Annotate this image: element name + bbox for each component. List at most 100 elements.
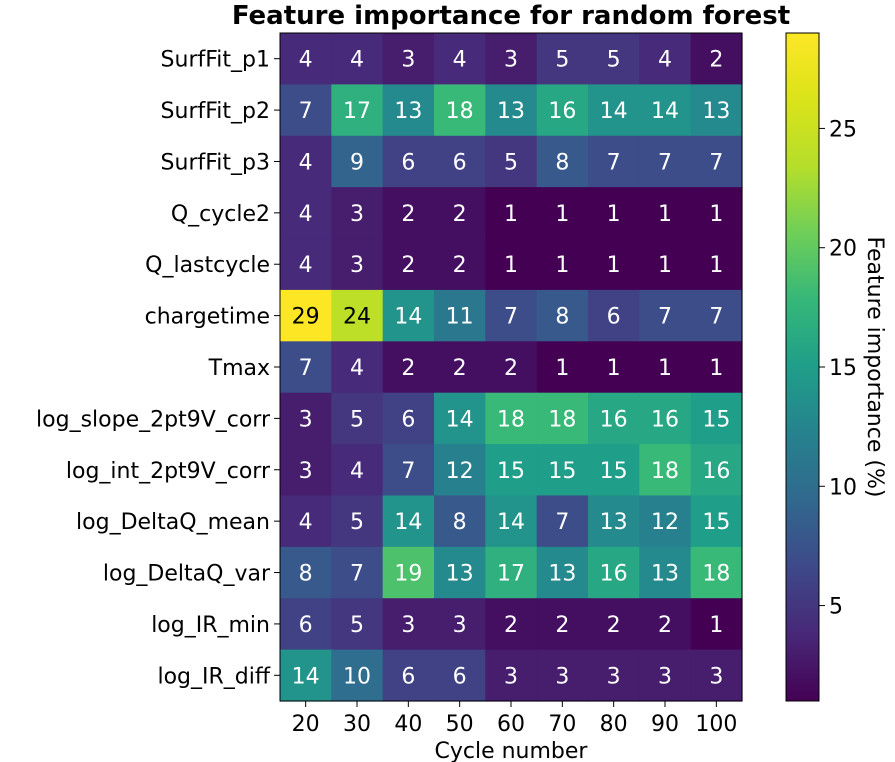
heatmap-cell [382, 187, 435, 240]
heatmap-cell [280, 546, 332, 599]
heatmap-cell [690, 546, 743, 599]
cell-value-label: 6 [453, 150, 467, 175]
cell-value-label: 4 [299, 253, 313, 278]
heatmap-cell [690, 135, 743, 188]
cell-value-label: 13 [702, 99, 730, 124]
heatmap-cell [536, 33, 589, 85]
cell-value-label: 2 [453, 253, 467, 278]
cell-value-label: 7 [299, 99, 313, 124]
chart-title: Feature importance for random forest [232, 1, 790, 31]
heatmap-cell [434, 392, 486, 445]
heatmap-cell [331, 33, 384, 85]
cell-value-labels: 4 4 3 4 3 5 5 4 27 17 13 18 13 16 14 14 134 9 6 6 5 8 7 7 74 3 2 2 1… [292, 48, 731, 690]
cell-value-label: 7 [401, 459, 415, 484]
y-tick-label: log_DeltaQ_var [103, 562, 271, 587]
heatmap-cell [690, 33, 743, 85]
cell-value-label: 4 [299, 150, 313, 175]
heatmap-cell [690, 289, 743, 342]
cell-value-label: 2 [504, 613, 518, 638]
cell-value-label: 2 [607, 613, 621, 638]
heatmap-cell [639, 238, 692, 291]
heatmap-cell [588, 444, 640, 497]
heatmap-cell [639, 546, 692, 599]
heatmap-cell [382, 238, 435, 291]
cell-value-label: 5 [350, 510, 364, 535]
cell-value-label: 4 [453, 48, 467, 73]
cell-value-label: 19 [394, 562, 422, 587]
heatmap-cell [331, 84, 384, 137]
heatmap-cell [280, 289, 332, 342]
heatmap-cell [485, 187, 538, 240]
cell-value-label: 1 [504, 253, 518, 278]
heatmap-cell [434, 495, 486, 548]
cell-value-label: 13 [548, 562, 576, 587]
cell-value-label: 1 [709, 613, 723, 638]
heatmap-cell [588, 238, 640, 291]
heatmap-cell [690, 392, 743, 445]
x-tick-label: 30 [343, 712, 371, 737]
cell-value-label: 6 [401, 664, 415, 689]
cell-value-label: 14 [394, 510, 422, 535]
heatmap-cell [690, 598, 743, 651]
x-tick-label: 100 [695, 712, 737, 737]
cell-value-label: 8 [555, 305, 569, 330]
heatmap-cell [280, 187, 332, 240]
cell-value-label: 2 [453, 202, 467, 227]
cell-value-label: 7 [709, 305, 723, 330]
heatmap-cell [434, 187, 486, 240]
heatmap-cell [639, 289, 692, 342]
x-tick-label: 70 [548, 712, 576, 737]
heatmap-cell [639, 392, 692, 445]
heatmap-cell [434, 444, 486, 497]
cell-value-label: 1 [555, 356, 569, 381]
heatmap-cell [536, 341, 589, 394]
cell-value-label: 4 [350, 459, 364, 484]
cell-value-label: 16 [702, 459, 730, 484]
heatmap-cell [280, 238, 332, 291]
cell-value-label: 7 [504, 305, 518, 330]
cell-value-label: 14 [497, 510, 525, 535]
cell-value-label: 16 [600, 407, 628, 432]
heatmap-cell [536, 187, 589, 240]
x-axis-ticks: 20 30 40 50 60 70 80 90 100 [292, 701, 737, 737]
cell-value-label: 1 [709, 253, 723, 278]
heatmap-cell [280, 598, 332, 651]
plot-frame [279, 32, 743, 702]
heatmap-cell [536, 289, 589, 342]
colorbar-tick-label: 25 [829, 117, 857, 142]
y-tick-label: Q_cycle2 [171, 202, 270, 227]
cell-value-label: 14 [651, 99, 679, 124]
heatmap-cell [639, 33, 692, 85]
cell-value-label: 3 [401, 48, 415, 73]
cell-value-label: 1 [658, 356, 672, 381]
heatmap-cell [485, 444, 538, 497]
cell-value-label: 5 [555, 48, 569, 73]
cell-value-label: 2 [401, 202, 415, 227]
cell-value-label: 5 [350, 407, 364, 432]
heatmap-cell [280, 84, 332, 137]
heatmap-cell [639, 444, 692, 497]
cell-value-label: 18 [548, 407, 576, 432]
cell-value-label: 3 [350, 253, 364, 278]
heatmap-cell [690, 495, 743, 548]
heatmap-cell [382, 289, 435, 342]
cell-value-label: 3 [401, 613, 415, 638]
heatmap-cell [690, 84, 743, 137]
heatmap-cell [690, 444, 743, 497]
cell-value-label: 4 [350, 48, 364, 73]
heatmap-cell [536, 495, 589, 548]
y-tick-label: SurfFit_p3 [161, 150, 270, 175]
cell-value-label: 7 [658, 150, 672, 175]
cell-value-label: 2 [504, 356, 518, 381]
cell-value-label: 18 [702, 562, 730, 587]
cell-value-label: 14 [600, 99, 628, 124]
heatmap-cell [536, 84, 589, 137]
heatmap-cell [485, 341, 538, 394]
cell-value-label: 18 [497, 407, 525, 432]
heatmap-cell [280, 33, 332, 85]
cell-value-label: 14 [394, 305, 422, 330]
cell-value-label: 1 [709, 356, 723, 381]
heatmap-cell [588, 135, 640, 188]
colorbar-tick-label: 5 [829, 595, 843, 620]
